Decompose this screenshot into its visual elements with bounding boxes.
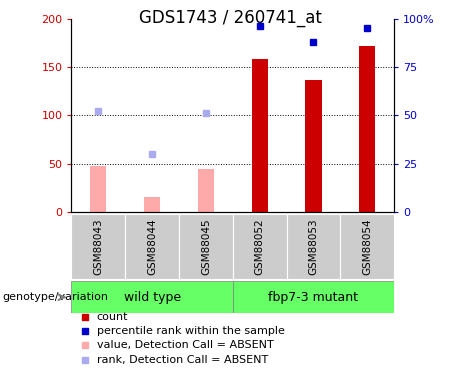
Text: value, Detection Call = ABSENT: value, Detection Call = ABSENT — [97, 340, 273, 350]
Bar — [144, 197, 160, 212]
Text: wild type: wild type — [124, 291, 181, 304]
Bar — [198, 170, 214, 212]
Text: GSM88044: GSM88044 — [147, 218, 157, 275]
Bar — [233, 281, 394, 313]
Text: GSM88052: GSM88052 — [254, 218, 265, 275]
Bar — [179, 214, 233, 279]
Text: rank, Detection Call = ABSENT: rank, Detection Call = ABSENT — [97, 355, 268, 364]
Bar — [305, 80, 321, 212]
Text: GSM88053: GSM88053 — [308, 218, 319, 275]
Bar — [71, 214, 125, 279]
Bar — [233, 214, 287, 279]
Bar — [252, 59, 268, 212]
Text: GSM88045: GSM88045 — [201, 218, 211, 275]
Bar — [90, 166, 106, 212]
Text: genotype/variation: genotype/variation — [2, 292, 108, 302]
Text: count: count — [97, 312, 128, 322]
Text: fbp7-3 mutant: fbp7-3 mutant — [268, 291, 359, 304]
Bar — [71, 281, 233, 313]
Bar — [287, 214, 340, 279]
Text: GDS1743 / 260741_at: GDS1743 / 260741_at — [139, 9, 322, 27]
Text: percentile rank within the sample: percentile rank within the sample — [97, 326, 285, 336]
Text: GSM88054: GSM88054 — [362, 218, 372, 275]
Text: GSM88043: GSM88043 — [93, 218, 103, 275]
Bar — [340, 214, 394, 279]
Bar — [359, 46, 375, 212]
Bar — [125, 214, 179, 279]
